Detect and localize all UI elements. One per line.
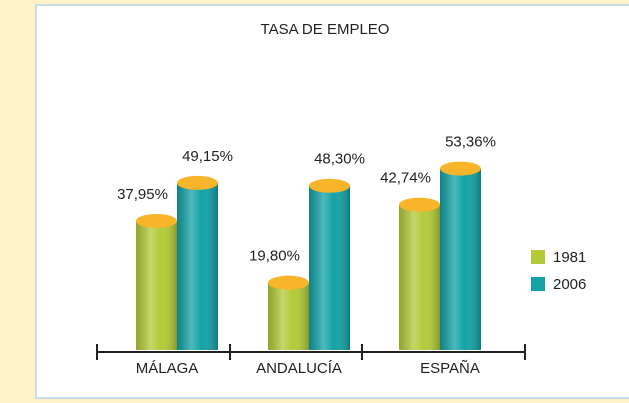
value-label: 53,36%	[445, 134, 496, 151]
legend-label: 2006	[553, 276, 586, 293]
legend-swatch	[531, 277, 545, 291]
bar-shade	[440, 168, 481, 350]
value-label: 49,15%	[182, 148, 233, 165]
bar-shade	[268, 282, 309, 350]
legend-label: 1981	[553, 249, 586, 266]
x-tick-label: MÁLAGA	[136, 360, 199, 377]
bar-cap	[440, 161, 481, 176]
value-label: 19,80%	[249, 248, 300, 265]
chart-title: TASA DE EMPLEO	[261, 21, 390, 38]
value-label: 37,95%	[117, 186, 168, 203]
x-tick-label: ANDALUCÍA	[256, 360, 342, 377]
legend-swatch	[531, 250, 545, 264]
value-label: 42,74%	[380, 170, 431, 187]
bar-cap	[177, 175, 218, 190]
bar-shade	[309, 185, 350, 350]
bar-cap	[399, 197, 440, 212]
bar-cap	[268, 275, 309, 290]
bar-cap	[309, 178, 350, 193]
bar-shade	[399, 204, 440, 350]
value-label: 48,30%	[314, 151, 365, 168]
bar-shade	[177, 182, 218, 350]
x-tick-label: ESPAÑA	[420, 360, 480, 377]
bar-cap	[136, 213, 177, 228]
bar-shade	[136, 220, 177, 350]
